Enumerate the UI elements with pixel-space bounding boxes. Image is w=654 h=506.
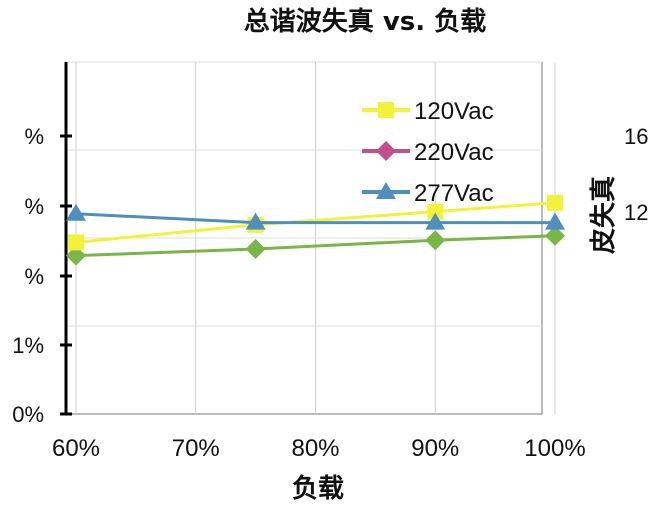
left-tick-label: % [24,264,44,289]
series-line [75,234,556,258]
data-point-triangle [425,212,446,230]
legend-item: 220Vac [362,139,494,166]
series-unlabeled [66,225,565,266]
x-tick-label: 100% [524,435,585,462]
data-point-diamond [245,239,266,259]
right-tick-label: 16 [624,124,648,149]
series-layer [66,194,565,266]
left-tick-label: 0% [12,402,44,427]
data-point-diamond [376,141,396,161]
x-axis-ticks: 60% 70% 80% 90% 100% [52,435,586,462]
left-tick-label: 1% [12,333,44,358]
legend: 120Vac 220Vac 277Vac [362,98,494,207]
left-axis-ticks: %%% 1% 0% [12,124,72,427]
data-point-triangle [376,182,396,199]
data-point-square [547,194,563,211]
data-point-triangle [545,212,565,230]
left-tick-label: % [24,124,44,149]
legend-item: 277Vac [362,180,494,207]
left-tick-label: % [24,194,44,219]
x-tick-label: 90% [411,435,459,462]
legend-label: 277Vac [414,180,494,207]
data-point-triangle [66,203,86,221]
data-point-square [68,234,84,251]
data-point-triangle [245,212,266,230]
x-tick-label: 70% [172,435,220,462]
chart-title: 总谐波失真 vs. 负载 [244,7,486,37]
data-point-square [427,203,444,220]
x-tick-label: 60% [52,435,100,462]
data-point-diamond [66,245,86,266]
legend-item: 120Vac [362,98,494,125]
data-point-square [378,102,394,118]
data-point-diamond [425,230,446,251]
series-line [75,201,556,244]
legend-label: 120Vac [414,98,494,125]
right-axis-label: 皮失真 [589,176,619,254]
right-tick-label: 12 [624,200,648,225]
series-277Vac [66,203,565,230]
series-line [75,212,555,225]
data-point-diamond [545,225,565,246]
legend-label: 220Vac [414,139,494,166]
x-tick-label: 80% [291,435,339,462]
x-axis-label: 负载 [292,474,344,504]
